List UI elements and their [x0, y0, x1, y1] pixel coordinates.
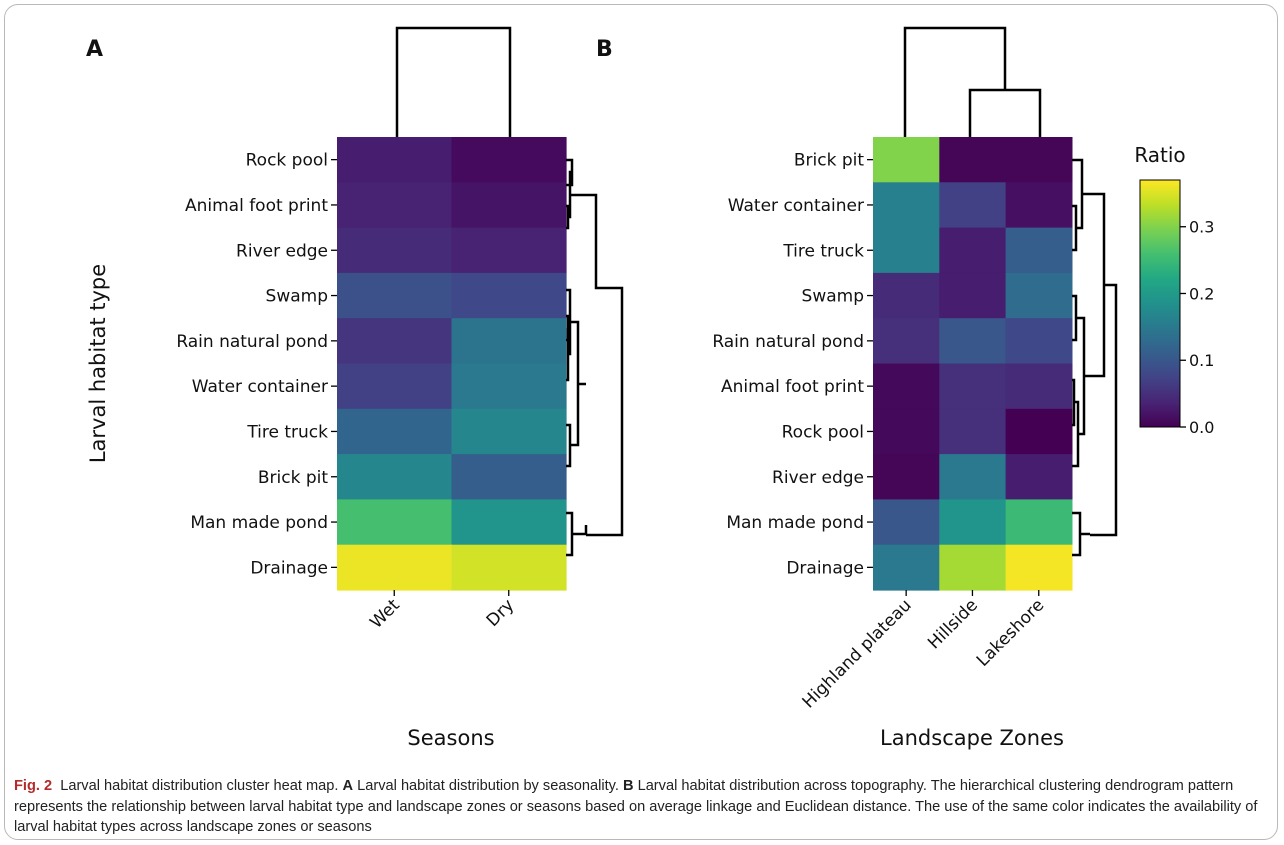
heatmap-cell — [873, 544, 940, 591]
heatmap-cell — [939, 272, 1007, 319]
heatmap-cell — [451, 227, 567, 274]
heatmap-cell — [337, 227, 453, 274]
heatmap-cell — [451, 137, 567, 183]
heatmap-cell — [451, 499, 567, 546]
y-tick-label: River edge — [236, 241, 328, 261]
colorbar-tick-label: 0.3 — [1189, 218, 1214, 237]
y-tick-label: Rain natural pond — [712, 332, 864, 352]
heatmap-cell — [1005, 227, 1073, 274]
dendrograms-landscape-zones — [903, 26, 1118, 557]
dendrograms-seasons — [395, 26, 624, 557]
heatmap-landscape-zones: Brick pit Water container Tire truck Swamp R… — [712, 137, 1073, 750]
heatmap-cell — [939, 454, 1007, 500]
heatmap-cell — [451, 318, 567, 365]
heatmap-cell — [939, 363, 1007, 410]
y-tick-label: Animal foot print — [721, 377, 864, 397]
caption-a-label: A — [342, 778, 354, 794]
y-tick-label: Water container — [192, 377, 328, 397]
heatmap-cell — [939, 408, 1007, 455]
heatmap-cell — [873, 227, 940, 274]
y-tick-label: Man made pond — [726, 513, 864, 533]
caption-a-text: Larval habitat distribution by seasonali… — [357, 778, 619, 794]
heatmap-cell — [451, 363, 567, 410]
heatmap-cell — [873, 182, 940, 229]
y-tick-label: Animal foot print — [185, 196, 328, 216]
heatmap-cell — [1005, 182, 1073, 229]
heatmap-cell — [873, 137, 940, 183]
x-tick-label: Highland plateau — [799, 595, 916, 712]
heatmap-cell — [1005, 454, 1073, 500]
heatmap-cell — [939, 182, 1007, 229]
x-tick-label: Dry — [483, 595, 518, 630]
heatmap-cell — [873, 363, 940, 410]
y-tick-label: Rock pool — [782, 422, 864, 442]
caption-title: Larval habitat distribution cluster heat… — [60, 778, 339, 794]
heatmap-cell — [451, 544, 567, 591]
x-tick-label: Wet — [366, 595, 404, 633]
heatmap-cell — [337, 408, 453, 455]
x-axis-label: Landscape Zones — [880, 726, 1064, 750]
heatmap-cell — [1005, 272, 1073, 319]
heatmap-cell — [451, 182, 567, 229]
heatmap-cell — [337, 318, 453, 365]
y-tick-label: Man made pond — [190, 513, 328, 533]
heatmap-cell — [337, 544, 453, 591]
y-tick-label: Brick pit — [258, 468, 328, 488]
panel-label-b: B — [596, 37, 613, 62]
colorbar-gradient — [1139, 179, 1181, 428]
heatmap-cell — [939, 318, 1007, 365]
y-tick-label: Tire truck — [782, 241, 864, 261]
y-tick-label: Swamp — [266, 287, 328, 307]
heatmap-seasons: Rock pool Animal foot print River edge Swam… — [86, 137, 567, 750]
heatmap-cell — [337, 182, 453, 229]
y-tick-label: Tire truck — [246, 422, 328, 442]
heatmap-cell — [939, 499, 1007, 546]
y-tick-label: Water container — [728, 196, 864, 216]
y-tick-label: Swamp — [802, 287, 864, 307]
heatmap-cell — [337, 363, 453, 410]
figure-caption: Fig. 2 Larval habitat distribution clust… — [14, 776, 1270, 838]
heatmap-cell — [451, 408, 567, 455]
heatmap-cell — [337, 499, 453, 546]
heatmap-cell — [939, 544, 1007, 591]
colorbar-title: Ratio — [1134, 143, 1185, 167]
y-tick-label: Rain natural pond — [176, 332, 328, 352]
y-tick-label: River edge — [772, 468, 864, 488]
colorbar-tick-label: 0.2 — [1189, 284, 1214, 303]
cluster-heatmap-figure: A B Rock pool Animal foot print River edge… — [86, 26, 1214, 750]
heatmap-cell — [1005, 363, 1073, 410]
heatmap-cell — [337, 137, 453, 183]
y-tick-label: Drainage — [786, 558, 864, 578]
x-tick-label: Lakeshore — [973, 595, 1048, 670]
panel-label-a: A — [86, 37, 103, 62]
colorbar-tick-label: 0.0 — [1189, 418, 1214, 437]
x-axis-label: Seasons — [407, 726, 494, 750]
heatmap-cell — [337, 454, 453, 500]
heatmap-cell — [873, 499, 940, 546]
y-axis-label: Larval habitat type — [86, 264, 110, 463]
heatmap-cell — [1005, 544, 1073, 591]
heatmap-cell — [451, 454, 567, 500]
heatmap-cell — [873, 318, 940, 365]
y-tick-label: Rock pool — [246, 151, 328, 171]
heatmap-cell — [1005, 318, 1073, 365]
y-tick-label: Brick pit — [794, 151, 864, 171]
heatmap-cell — [873, 408, 940, 455]
colorbar-ratio: Ratio 0.0 0.1 0.2 0.3 — [1134, 143, 1214, 437]
caption-b-text: Larval habitat distribution across topog… — [14, 778, 1258, 835]
heatmap-cell — [1005, 499, 1073, 546]
heatmap-cell — [873, 272, 940, 319]
heatmap-cell — [873, 454, 940, 500]
heatmap-cell — [1005, 137, 1073, 183]
colorbar-tick-label: 0.1 — [1189, 351, 1214, 370]
heatmap-cell — [451, 272, 567, 319]
heatmap-cell — [337, 272, 453, 319]
caption-fig-label: Fig. 2 — [14, 778, 53, 794]
heatmap-cell — [939, 227, 1007, 274]
caption-b-label: B — [622, 778, 634, 794]
y-tick-label: Drainage — [250, 558, 328, 578]
heatmap-cell — [1005, 408, 1073, 455]
heatmap-cell — [939, 137, 1007, 183]
x-tick-label: Hillside — [924, 595, 982, 653]
